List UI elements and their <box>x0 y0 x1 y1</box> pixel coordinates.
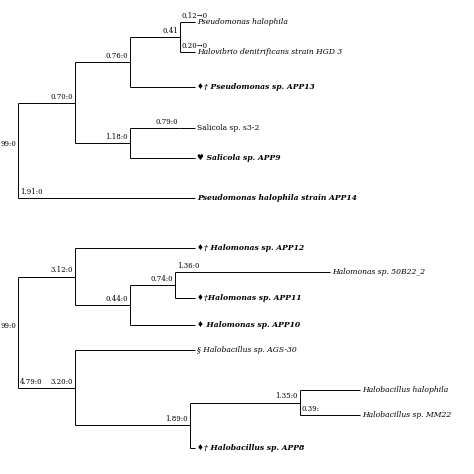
Text: 1.89:0: 1.89:0 <box>165 415 188 423</box>
Text: 0.70:0: 0.70:0 <box>50 92 73 100</box>
Text: 0.41: 0.41 <box>162 27 178 35</box>
Text: 0.39:: 0.39: <box>302 405 320 413</box>
Text: ♦†Halomonas sp. APP11: ♦†Halomonas sp. APP11 <box>197 294 301 302</box>
Text: 3.20:0: 3.20:0 <box>51 378 73 386</box>
Text: ♦ Halomonas sp. APP10: ♦ Halomonas sp. APP10 <box>197 321 300 329</box>
Text: Halovibrio denitrificans strain HGD 3: Halovibrio denitrificans strain HGD 3 <box>197 48 342 56</box>
Text: Pseudomonas halophila: Pseudomonas halophila <box>197 18 288 26</box>
Text: 4.79:0: 4.79:0 <box>20 378 43 386</box>
Text: 1.36:0: 1.36:0 <box>177 262 200 270</box>
Text: § Halobacillus sp. AGS-30: § Halobacillus sp. AGS-30 <box>197 346 297 354</box>
Text: 0.76:0: 0.76:0 <box>105 52 128 60</box>
Text: 1.91:0: 1.91:0 <box>20 188 43 196</box>
Text: 1.35:0: 1.35:0 <box>275 392 298 401</box>
Text: 0.74:0: 0.74:0 <box>150 275 173 283</box>
Text: Pseudomonas halophila strain APP14: Pseudomonas halophila strain APP14 <box>197 194 357 202</box>
Text: 99:0: 99:0 <box>0 140 16 148</box>
Text: Halobacillus halophila: Halobacillus halophila <box>362 386 448 394</box>
Text: 0.79:0: 0.79:0 <box>155 118 178 126</box>
Text: ♦† Halomonas sp. APP12: ♦† Halomonas sp. APP12 <box>197 244 304 252</box>
Text: Halomonas sp. 50B22_2: Halomonas sp. 50B22_2 <box>332 268 425 276</box>
Text: 0.12→0: 0.12→0 <box>182 12 208 20</box>
Text: 3.12:0: 3.12:0 <box>51 266 73 274</box>
Text: ♦† Pseudomonas sp. APP13: ♦† Pseudomonas sp. APP13 <box>197 83 315 91</box>
Text: Halobacillus sp. MM22: Halobacillus sp. MM22 <box>362 411 451 419</box>
Text: 99:0: 99:0 <box>0 322 16 330</box>
Text: 0.20→0: 0.20→0 <box>182 42 208 50</box>
Text: ♦† Halobacillus sp. APP8: ♦† Halobacillus sp. APP8 <box>197 444 304 452</box>
Text: ♥ Salicola sp. APP9: ♥ Salicola sp. APP9 <box>197 154 281 162</box>
Text: Salicola sp. s3-2: Salicola sp. s3-2 <box>197 124 259 132</box>
Text: 0.44:0: 0.44:0 <box>105 295 128 303</box>
Text: 1.18:0: 1.18:0 <box>105 133 128 141</box>
